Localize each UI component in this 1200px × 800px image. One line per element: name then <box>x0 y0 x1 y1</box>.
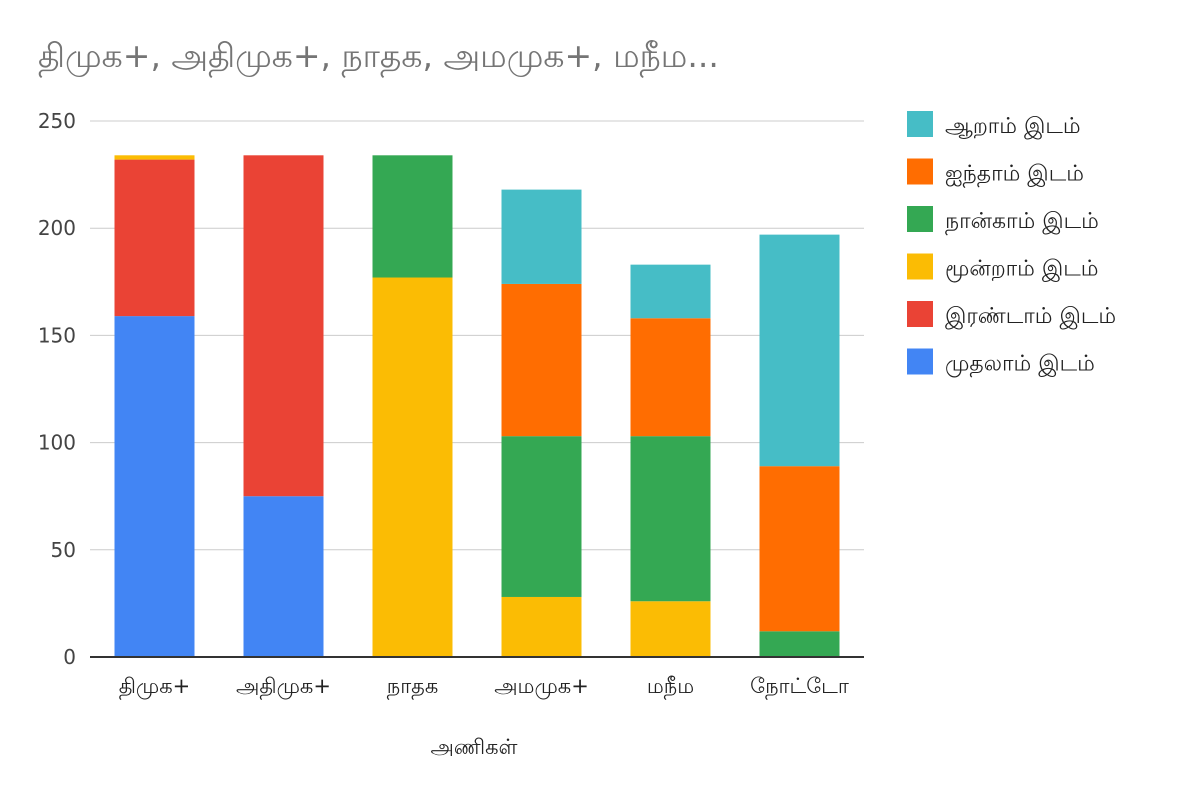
legend-swatch <box>907 111 933 137</box>
bar-segment <box>759 234 840 467</box>
bar-segment <box>630 601 711 657</box>
bar-segment <box>372 155 453 278</box>
legend-swatch <box>907 301 933 327</box>
y-tick-label: 150 <box>38 323 76 347</box>
legend-label: ஐந்தாம் இடம் <box>945 162 1084 188</box>
bar-segment <box>243 155 324 497</box>
legend-swatch <box>907 253 933 280</box>
x-tick-label: அதிமுக+ <box>236 674 331 700</box>
x-tick-label: திமுக+ <box>119 674 191 700</box>
legend-swatch <box>907 348 933 375</box>
x-tick-label: நோட்டோ <box>750 674 849 700</box>
y-tick-label: 100 <box>38 431 76 455</box>
bar-segment <box>372 277 453 657</box>
x-tick-label: அமமுக+ <box>494 674 589 699</box>
y-tick-label: 0 <box>63 645 76 669</box>
bar-segment <box>501 283 582 437</box>
legend-swatch <box>907 158 933 185</box>
bar-segment <box>759 466 840 632</box>
bar-segment <box>114 159 195 317</box>
legend: ஆறாம் இடம் ஐந்தாம் இடம் நான்காம் இடம் மூன்ற… <box>907 111 1116 378</box>
x-axis-title: அணிகள் <box>431 735 518 759</box>
bar-segment <box>114 316 195 657</box>
bar-segment <box>114 155 195 160</box>
legend-label: முதலாம் இடம் <box>945 352 1095 378</box>
y-tick-label: 250 <box>38 109 76 133</box>
legend-label: நான்காம் இடம் <box>945 209 1099 235</box>
bar-segment <box>630 264 711 319</box>
bar-segment <box>759 631 840 657</box>
bar-segment <box>501 596 582 657</box>
legend-label: மூன்றாம் இடம் <box>945 257 1098 283</box>
axes: 0 50 100 150 200 250 திமுக+ அதிமுக+ நாதக அமமுக+ மந… <box>38 109 864 700</box>
legend-label: ஆறாம் இடம் <box>945 114 1081 139</box>
bar-segment <box>243 496 324 657</box>
legend-label: இரண்டாம் இடம் <box>945 304 1116 329</box>
x-tick-label: மநீம <box>647 674 694 700</box>
bar-segment <box>501 436 582 597</box>
bars <box>114 155 840 657</box>
bar-segment <box>630 318 711 437</box>
legend-swatch <box>907 206 933 232</box>
y-tick-label: 200 <box>38 216 76 240</box>
x-tick-label: நாதக <box>387 674 439 700</box>
chart-title: திமுக+, அதிமுக+, நாதக, அமமுக+, மநீம... <box>38 36 719 75</box>
gridlines <box>90 120 864 551</box>
bar-segment <box>501 189 582 284</box>
bar-segment <box>630 436 711 602</box>
y-tick-label: 50 <box>51 538 76 562</box>
